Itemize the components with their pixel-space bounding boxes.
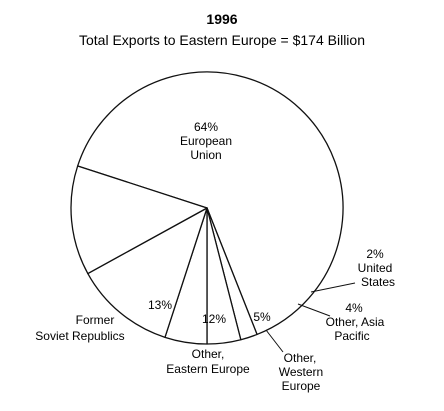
leader-line-united-states	[310, 282, 356, 293]
slice-label-european-union-line1: European	[180, 134, 232, 148]
chart-subtitle: Total Exports to Eastern Europe = $174 B…	[79, 32, 365, 48]
chart-title: 1996	[206, 11, 237, 27]
slice-label-eastern-europe-line1: Other,	[192, 347, 225, 361]
pie-slice-other-eastern-europe	[87, 207, 208, 338]
leader-lines	[265, 282, 356, 353]
slice-label-eastern-europe-line2: Eastern Europe	[166, 362, 250, 376]
slice-label-asia-pacific-line1: Other, Asia	[326, 315, 385, 329]
slice-label-united-states-pct: 2%	[366, 247, 384, 261]
slice-label-western-europe-line3: Europe	[282, 379, 321, 393]
slice-label-asia-pacific-pct: 4%	[345, 301, 363, 315]
slice-label-united-states-line2: States	[361, 275, 395, 289]
slice-label-asia-pacific-line2: Pacific	[334, 329, 369, 343]
slice-label-western-europe-line1: Other,	[284, 351, 317, 365]
leader-line-asia-pacific	[297, 303, 331, 317]
pie-slice-former-soviet-republics	[70, 165, 208, 275]
slice-label-soviet-line1: Former	[76, 313, 115, 327]
slice-label-soviet-line2: Soviet Republics	[35, 329, 124, 343]
slice-label-european-union-line2: Union	[190, 148, 221, 162]
pie-slice-european-union	[77, 71, 344, 336]
slice-label-western-europe-pct: 5%	[253, 310, 271, 324]
leader-line-western-europe	[265, 329, 284, 353]
slice-label-soviet-pct: 13%	[148, 298, 172, 312]
slice-label-eastern-europe-pct: 12%	[202, 312, 226, 326]
slice-label-european-union-pct: 64%	[194, 120, 218, 134]
slice-label-western-europe-line2: Western	[279, 365, 323, 379]
pie-slices	[70, 71, 344, 345]
slice-label-united-states-line1: United	[358, 261, 393, 275]
